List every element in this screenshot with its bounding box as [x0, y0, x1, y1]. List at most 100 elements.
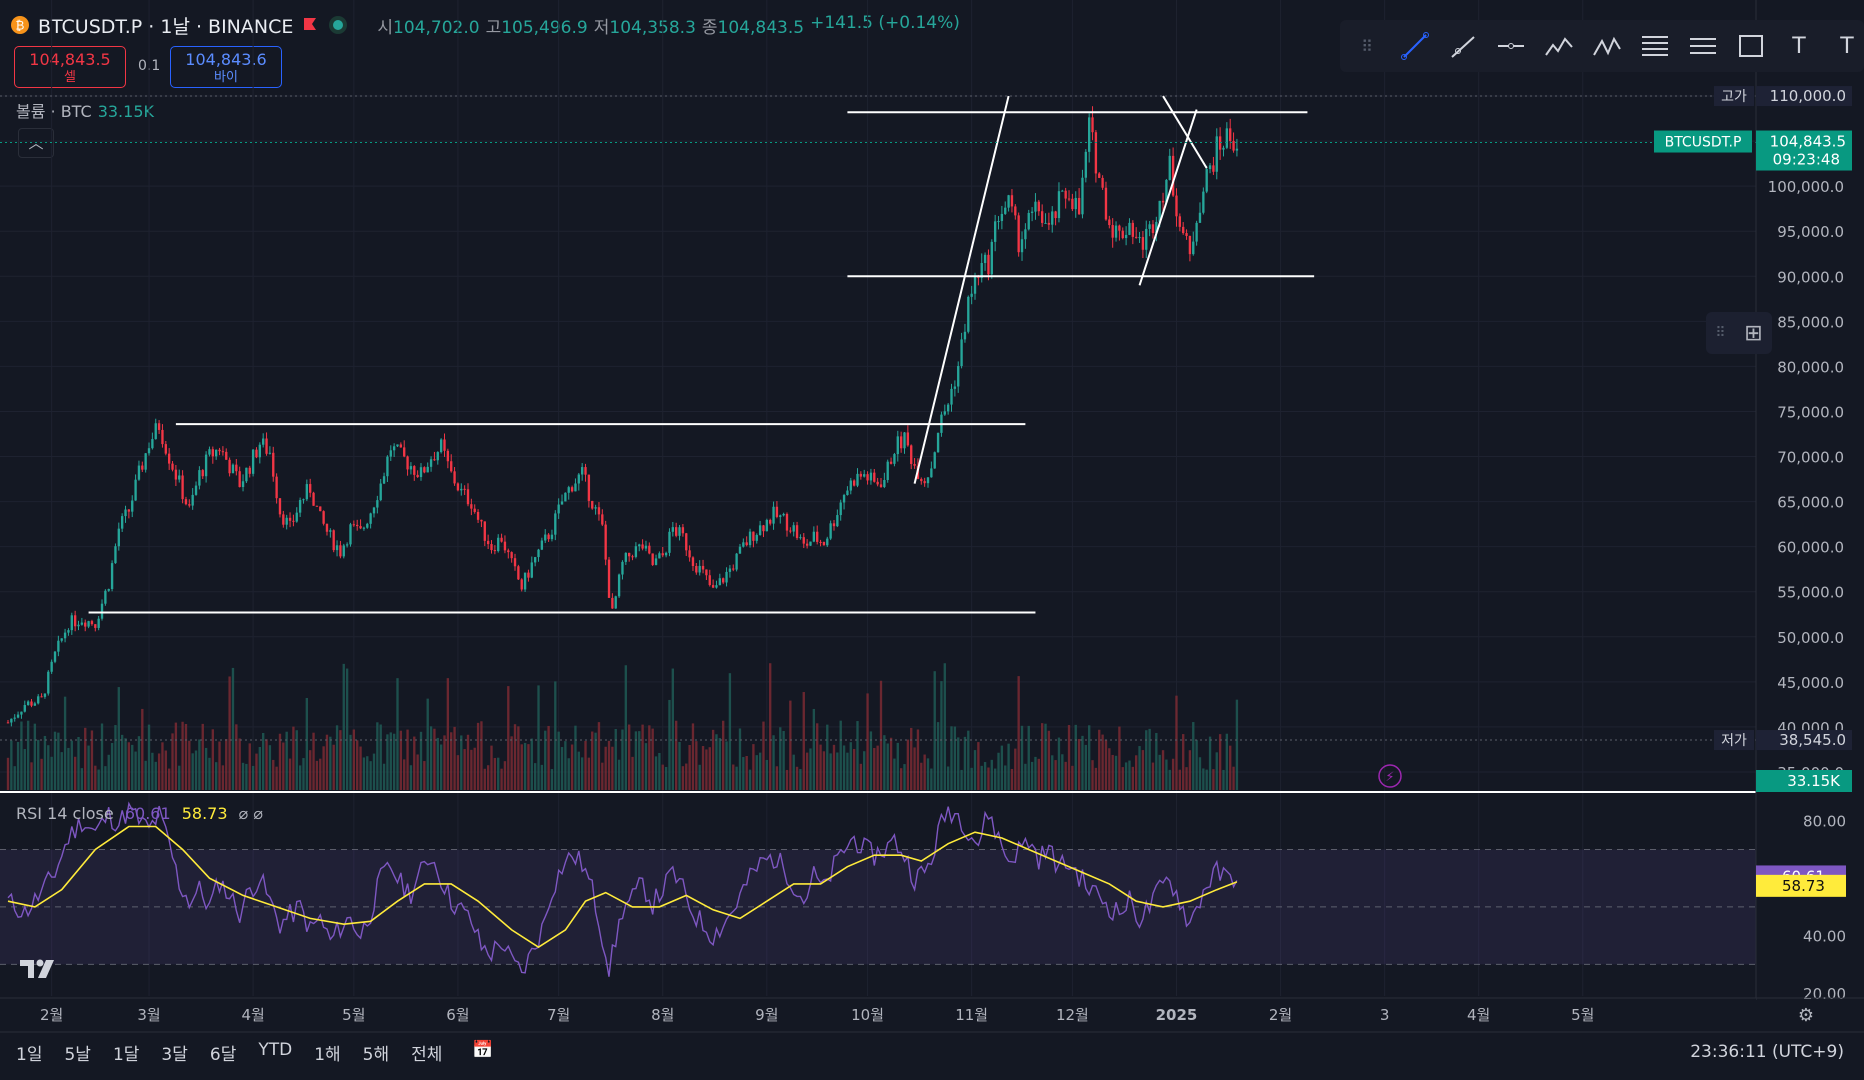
volume-bar [859, 763, 863, 790]
clock[interactable]: 23:36:11 (UTC+9) [1690, 1042, 1844, 1062]
ohlc-close: 종104,843.5 [701, 17, 805, 38]
candle-body [755, 535, 758, 541]
flag-icon[interactable] [301, 16, 319, 34]
volume-bar [376, 722, 379, 790]
volume-bar [292, 726, 295, 790]
candle-body [1004, 207, 1007, 214]
period-1m[interactable]: 1달 [112, 1045, 140, 1065]
volume-bar [953, 726, 957, 790]
text-more-icon[interactable]: T [1840, 33, 1854, 59]
sell-button[interactable]: 104,843.5 셀 [14, 46, 126, 88]
add-layout-icon[interactable]: ⊞ [1744, 320, 1763, 346]
candle-body [621, 561, 624, 575]
market-open-icon [329, 16, 348, 34]
volume-bar [1034, 756, 1037, 790]
volume-bar [725, 741, 728, 790]
candle-body [859, 473, 863, 477]
candle-body [594, 507, 597, 509]
candle-body [1111, 225, 1114, 238]
symbol-title[interactable]: BTCUSDT.P · 1날 · BINANCE [38, 15, 294, 38]
period-5y[interactable]: 5해 [362, 1045, 390, 1065]
volume-bar [664, 766, 668, 790]
candle-body [131, 500, 134, 512]
period-3m[interactable]: 3달 [161, 1045, 188, 1065]
candle-body [560, 501, 564, 505]
date-range-icon[interactable]: 📅 [472, 1040, 494, 1060]
high-tag-value-bg [1756, 86, 1852, 107]
ray-icon[interactable] [1446, 28, 1480, 64]
candle-body [493, 550, 497, 552]
candle-body [960, 339, 963, 367]
abcd-pattern-icon[interactable] [1590, 28, 1624, 64]
volume-bar [157, 753, 161, 790]
candle-body [1182, 226, 1185, 234]
period-ytd[interactable]: YTD [258, 1040, 293, 1060]
text-icon[interactable]: T [1792, 33, 1806, 59]
price-tick-label: 75,000.0 [1777, 403, 1844, 421]
volume-bar [594, 732, 597, 790]
candle-body [658, 553, 661, 559]
volume-bar [805, 752, 809, 790]
candle-body [718, 578, 722, 586]
candle-body [899, 436, 903, 449]
candle-body [698, 565, 701, 573]
volume-bar [1155, 733, 1158, 790]
volume-bar [1014, 748, 1017, 790]
volume-bar [809, 748, 812, 790]
candle-body [87, 621, 90, 627]
period-1d[interactable]: 1일 [16, 1045, 43, 1065]
period-all[interactable]: 전체 [411, 1045, 443, 1065]
volume-bar [842, 745, 846, 790]
volume-bar [1165, 759, 1168, 790]
volume-bar [406, 729, 409, 790]
volume-bar [732, 764, 735, 790]
candle-body [1030, 211, 1034, 213]
period-6m[interactable]: 6달 [209, 1045, 237, 1065]
candle-body [574, 483, 577, 492]
fib-extension-icon[interactable] [1686, 28, 1720, 64]
candle-body [446, 450, 450, 462]
countdown: 09:23:48 [1773, 151, 1840, 169]
buy-button[interactable]: 104,843.6 바이 [170, 46, 282, 88]
volume-bar [295, 730, 298, 790]
rsi-ma-tag: 58.73 [1782, 877, 1825, 895]
fib-retracement-icon[interactable] [1638, 28, 1672, 64]
volume-bar [1135, 755, 1138, 790]
candle-body [691, 557, 695, 567]
candle-body [705, 569, 708, 576]
period-1y[interactable]: 1해 [314, 1045, 341, 1065]
period-5d[interactable]: 5날 [64, 1045, 91, 1065]
horizontal-line-icon[interactable] [1494, 28, 1528, 64]
drawing-toolbar: ⠿ T T [1340, 20, 1864, 72]
volume-bar [789, 700, 792, 790]
volume-bar [1098, 729, 1101, 790]
trend-line [1162, 95, 1208, 169]
volume-bar [356, 740, 359, 790]
candle-body [1158, 200, 1161, 222]
volume-bar [1168, 769, 1171, 790]
elliott-wave-icon[interactable] [1542, 28, 1576, 64]
trend-line-icon[interactable] [1398, 28, 1432, 64]
rectangle-icon[interactable] [1734, 28, 1768, 64]
volume-bar [923, 754, 926, 790]
volume-bar [517, 726, 520, 790]
layout-widget[interactable]: ⠿ ⊞ [1706, 312, 1772, 354]
volume-bar [681, 766, 685, 790]
time-tick-label: 4월 [1467, 1006, 1490, 1024]
volume-bar [869, 731, 873, 790]
volume-bar [463, 749, 466, 790]
candle-body [587, 474, 591, 501]
candle-body [436, 452, 439, 461]
grip-icon[interactable]: ⠿ [1361, 36, 1373, 56]
volume-bar [1208, 736, 1212, 790]
candle-body [1114, 225, 1118, 238]
volume-bar [1104, 739, 1108, 790]
volume-bar [748, 769, 752, 790]
candle-body [1020, 239, 1024, 253]
candle-body [1010, 195, 1014, 207]
candle-body [1195, 222, 1198, 242]
candle-body [319, 506, 322, 512]
volume-bar [43, 735, 47, 790]
volume-bar [1178, 769, 1182, 790]
